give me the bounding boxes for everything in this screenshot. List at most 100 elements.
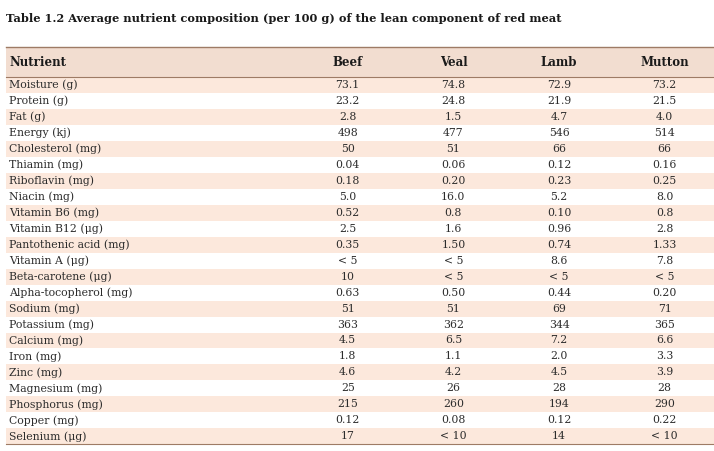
Text: 514: 514 [654,128,675,138]
Text: 0.20: 0.20 [653,288,677,298]
Text: 51: 51 [341,304,355,313]
Text: 2.8: 2.8 [656,224,673,234]
Text: 0.08: 0.08 [441,415,466,425]
Bar [6,157,714,173]
Text: 362: 362 [443,319,464,330]
Text: 72.9: 72.9 [547,80,571,90]
Bar [6,396,714,412]
Text: 0.22: 0.22 [653,415,677,425]
Text: 5.0: 5.0 [339,192,356,202]
Text: Zinc (mg): Zinc (mg) [9,367,63,377]
Text: 0.52: 0.52 [336,208,360,218]
Text: 1.8: 1.8 [339,351,356,361]
Text: Phosphorus (mg): Phosphorus (mg) [9,399,103,410]
Text: 28: 28 [658,383,672,393]
Text: Fat (g): Fat (g) [9,112,46,122]
Text: Veal: Veal [440,56,467,69]
Text: 4.5: 4.5 [550,368,568,377]
Text: 498: 498 [337,128,358,138]
Bar [6,221,714,237]
Text: Cholesterol (mg): Cholesterol (mg) [9,144,101,154]
Text: 0.74: 0.74 [547,240,571,250]
Text: 7.8: 7.8 [656,256,673,266]
Text: 546: 546 [548,128,570,138]
Bar [6,125,714,141]
Text: 50: 50 [341,144,355,154]
Text: < 10: < 10 [440,431,467,441]
Text: < 5: < 5 [443,272,463,281]
Text: < 5: < 5 [549,272,569,281]
Text: 23.2: 23.2 [336,96,360,106]
Text: Table 1.2 Average nutrient composition (per 100 g) of the lean component of red : Table 1.2 Average nutrient composition (… [6,13,561,23]
Bar [6,332,714,349]
Text: 0.35: 0.35 [336,240,360,250]
Text: 3.3: 3.3 [656,351,673,361]
Bar [6,380,714,396]
Bar [6,237,714,253]
Text: Riboflavin (mg): Riboflavin (mg) [9,175,94,186]
Text: 0.8: 0.8 [656,208,673,218]
Text: 1.1: 1.1 [445,351,462,361]
Text: 10: 10 [341,272,355,281]
Text: 73.1: 73.1 [336,80,360,90]
Text: Vitamin B6 (mg): Vitamin B6 (mg) [9,207,99,218]
Text: Nutrient: Nutrient [9,56,66,69]
Text: 74.8: 74.8 [441,80,466,90]
Text: < 5: < 5 [655,272,675,281]
Text: 260: 260 [443,399,464,410]
Text: 0.63: 0.63 [336,288,360,298]
Text: 6.6: 6.6 [656,336,673,345]
Text: 8.6: 8.6 [550,256,568,266]
Text: 4.6: 4.6 [339,368,356,377]
Text: 2.5: 2.5 [339,224,356,234]
Text: 0.10: 0.10 [547,208,571,218]
Text: 1.50: 1.50 [441,240,466,250]
Text: Magnesium (mg): Magnesium (mg) [9,383,103,394]
Text: Selenium (μg): Selenium (μg) [9,431,87,442]
Text: 21.9: 21.9 [547,96,571,106]
Bar [6,317,714,332]
Text: 28: 28 [552,383,566,393]
Text: Beta-carotene (μg): Beta-carotene (μg) [9,272,112,282]
Bar [6,141,714,157]
Text: 26: 26 [446,383,461,393]
Text: 344: 344 [548,319,570,330]
Text: 51: 51 [446,304,461,313]
Text: 69: 69 [552,304,566,313]
Text: 21.5: 21.5 [653,96,677,106]
Text: 6.5: 6.5 [445,336,462,345]
Text: 2.8: 2.8 [339,112,356,122]
Text: Beef: Beef [333,56,363,69]
Bar [6,93,714,109]
Bar [6,47,714,77]
Bar [6,300,714,317]
Text: 4.5: 4.5 [339,336,356,345]
Text: 0.8: 0.8 [445,208,462,218]
Text: 7.2: 7.2 [550,336,568,345]
Text: 25: 25 [341,383,355,393]
Text: 477: 477 [443,128,463,138]
Text: 0.06: 0.06 [441,160,466,170]
Text: Copper (mg): Copper (mg) [9,415,79,426]
Text: 51: 51 [446,144,461,154]
Text: Iron (mg): Iron (mg) [9,351,61,362]
Text: Calcium (mg): Calcium (mg) [9,335,84,346]
Text: 0.16: 0.16 [653,160,677,170]
Text: Potassium (mg): Potassium (mg) [9,319,94,330]
Text: Niacin (mg): Niacin (mg) [9,192,74,202]
Text: 4.2: 4.2 [445,368,462,377]
Text: 0.18: 0.18 [336,176,360,186]
Text: Sodium (mg): Sodium (mg) [9,303,80,314]
Text: 0.04: 0.04 [336,160,360,170]
Text: 0.20: 0.20 [441,176,466,186]
Text: 1.6: 1.6 [445,224,462,234]
Text: 0.12: 0.12 [547,160,571,170]
Text: Vitamin A (μg): Vitamin A (μg) [9,255,89,266]
Text: Energy (kj): Energy (kj) [9,128,71,138]
Text: 194: 194 [548,399,570,410]
Text: < 5: < 5 [338,256,358,266]
Text: 1.33: 1.33 [653,240,677,250]
Text: Moisture (g): Moisture (g) [9,80,78,90]
Text: 0.25: 0.25 [653,176,677,186]
Text: < 10: < 10 [651,431,678,441]
